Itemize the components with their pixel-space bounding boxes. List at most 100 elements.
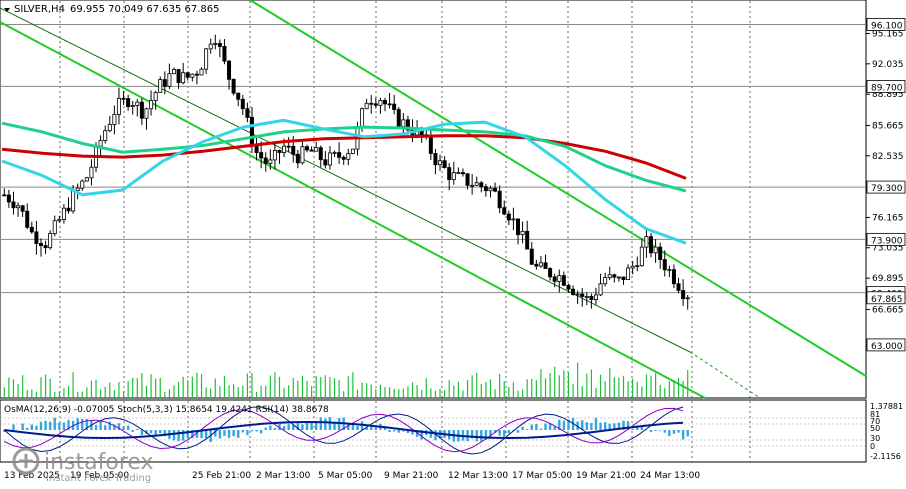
candle-body [593, 294, 598, 300]
candle-body [130, 105, 135, 107]
candle-body [61, 207, 66, 221]
candle-body [84, 177, 89, 182]
candle-body [158, 79, 163, 93]
candle-body [236, 92, 241, 100]
ohlc-label: 69.955 70.049 67.635 67.865 [70, 4, 220, 15]
rsi-line [4, 420, 684, 440]
candle-body [483, 186, 488, 192]
indicator-tick-label: 0 [870, 442, 875, 451]
candle-body [543, 262, 548, 269]
candle-body [249, 116, 254, 146]
time-tick-label: 24 Mar 13:00 [640, 471, 700, 481]
time-tick-label: 17 Mar 05:00 [512, 471, 572, 481]
candle-body [451, 172, 456, 180]
candle-body [685, 297, 690, 300]
candle-body [442, 160, 447, 168]
candle-body [373, 103, 378, 106]
candle-body [126, 98, 131, 107]
candle-body [456, 172, 461, 174]
candle-body [263, 157, 268, 164]
candle-body [89, 166, 94, 179]
volume-bars [3, 362, 689, 398]
indicator-tick-label: 50 [870, 424, 880, 433]
candle-body [460, 172, 465, 175]
candle-body [323, 159, 328, 166]
candle-body [465, 173, 470, 186]
candle-body [103, 130, 108, 141]
instaforex-logo-icon [12, 447, 40, 475]
candle-body [204, 48, 209, 70]
price-tick-label: 73.035 [872, 244, 904, 254]
candle-body [607, 274, 612, 278]
candle-body [213, 43, 218, 45]
dropdown-triangle-icon[interactable] [4, 8, 10, 12]
candle-body [396, 109, 401, 127]
ema144-line [1, 121, 687, 193]
candle-body [350, 148, 355, 154]
moving-averages [1, 118, 687, 245]
candle-body [566, 284, 571, 290]
candle-body [29, 226, 34, 233]
candle-body [295, 153, 300, 164]
candle-body [364, 102, 369, 110]
candle-body [626, 267, 631, 280]
candle-body [603, 277, 608, 285]
candle-body [66, 207, 71, 212]
indicator-tick-label: -2.1156 [870, 452, 901, 461]
candle-body [516, 218, 521, 236]
candle-body [612, 274, 617, 278]
price-tick-label: 88.895 [872, 90, 904, 100]
candle-body [181, 72, 186, 84]
indicator-panel-frame [0, 399, 867, 463]
candle-body [190, 73, 195, 78]
time-tick-label: 12 Mar 13:00 [448, 471, 508, 481]
indicator-header: OsMA(12,26,9) -0.07005 Stoch(5,3,3) 15.8… [4, 405, 329, 415]
candle-body [488, 187, 493, 192]
main-panel-frame [0, 0, 867, 399]
stoch-main-line [3, 406, 684, 455]
candle-body [502, 207, 507, 215]
price-level-label: 63.000 [871, 342, 903, 352]
candle-body [387, 103, 392, 106]
candle-body [305, 146, 310, 151]
candle-body [231, 78, 236, 94]
candle-body [667, 269, 672, 272]
candle-body [112, 113, 117, 125]
candle-body [428, 135, 433, 154]
candle-body [309, 149, 314, 152]
candle-body [43, 245, 48, 249]
candle-body [580, 293, 585, 297]
price-tick-label: 76.165 [872, 213, 904, 223]
candle-body [144, 108, 149, 119]
candle-body [635, 265, 640, 268]
watermark-tagline: Instant Forex Trading [46, 473, 151, 484]
candle-body [240, 98, 245, 110]
candle-body [318, 147, 323, 161]
candle-body [525, 230, 530, 250]
time-tick-label: 25 Feb 21:00 [192, 471, 251, 481]
candle-body [121, 97, 126, 100]
candle-body [474, 182, 479, 186]
candle-body [254, 145, 259, 153]
price-level-label: 89.700 [871, 83, 903, 93]
candle-body [369, 102, 374, 105]
candle-body [245, 108, 250, 118]
candle-body [548, 268, 553, 278]
candle-body [199, 68, 204, 76]
candle-body [34, 231, 39, 244]
candle-body [382, 100, 387, 105]
price-level-box [866, 338, 906, 352]
candle-body [378, 100, 383, 106]
candle-body [405, 119, 410, 131]
candle-body [185, 72, 190, 78]
candle-body [332, 152, 337, 154]
candle-body [346, 153, 351, 160]
time-axis: 13 Feb 2025 19 Feb 05:00 25 Feb 21:00 2 Mar… [4, 471, 700, 481]
price-tick-label: 92.035 [872, 60, 904, 70]
candle-body [493, 187, 498, 192]
price-level-label: 73.900 [871, 236, 903, 246]
candle-body [506, 213, 511, 221]
candle-body [681, 290, 686, 300]
